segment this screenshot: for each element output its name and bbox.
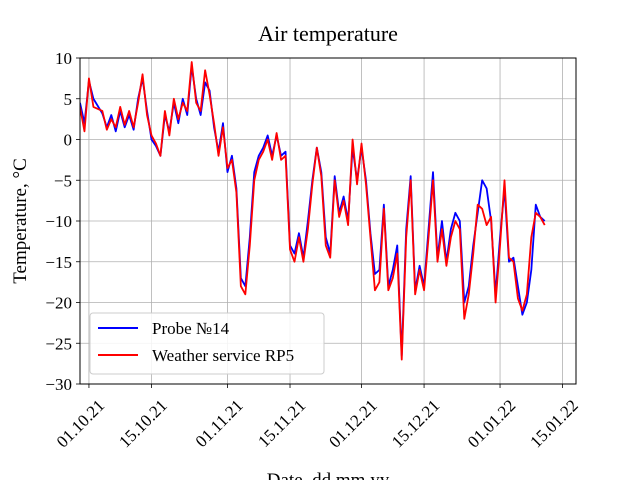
y-tick-label: −5	[54, 171, 72, 190]
chart-title: Air temperature	[258, 21, 398, 46]
x-tick-label: 15.10.21	[115, 396, 171, 452]
legend-label-rp5: Weather service RP5	[152, 346, 294, 365]
y-tick-label: −20	[45, 294, 72, 313]
y-tick-label: −25	[45, 334, 72, 353]
y-axis-label: Temperature, °C	[10, 158, 31, 284]
x-tick-label: 15.11.21	[254, 396, 309, 451]
series-line-rp5	[80, 61, 546, 361]
x-tick-label: 15.12.21	[388, 396, 444, 452]
series-line-probe	[80, 65, 546, 357]
legend-label-probe: Probe №14	[152, 319, 230, 338]
x-tick-label: 01.10.21	[53, 396, 109, 452]
x-tick-label: 01.12.21	[325, 396, 381, 452]
y-tick-label: −30	[45, 375, 72, 394]
y-tick-label: 0	[64, 131, 73, 150]
y-tick-label: −10	[45, 212, 72, 231]
x-tick-label: 01.01.22	[464, 396, 520, 452]
legend: Probe №14 Weather service RP5	[89, 312, 325, 375]
series-lines	[80, 61, 546, 361]
x-tick-label: 01.11.21	[192, 396, 247, 451]
x-tick-label: 15.01.22	[526, 396, 582, 452]
y-tick-label: 5	[64, 90, 73, 109]
y-tick-label: −15	[45, 253, 72, 272]
legend-box	[89, 312, 325, 375]
x-axis-label: Date, dd.mm.yy	[267, 470, 390, 480]
axis-ticks: −30 −25 −20 −15 −10 −5 0 5 10 01.10.21 15.10.21 01.…	[45, 49, 581, 451]
y-tick-label: 10	[55, 49, 72, 68]
